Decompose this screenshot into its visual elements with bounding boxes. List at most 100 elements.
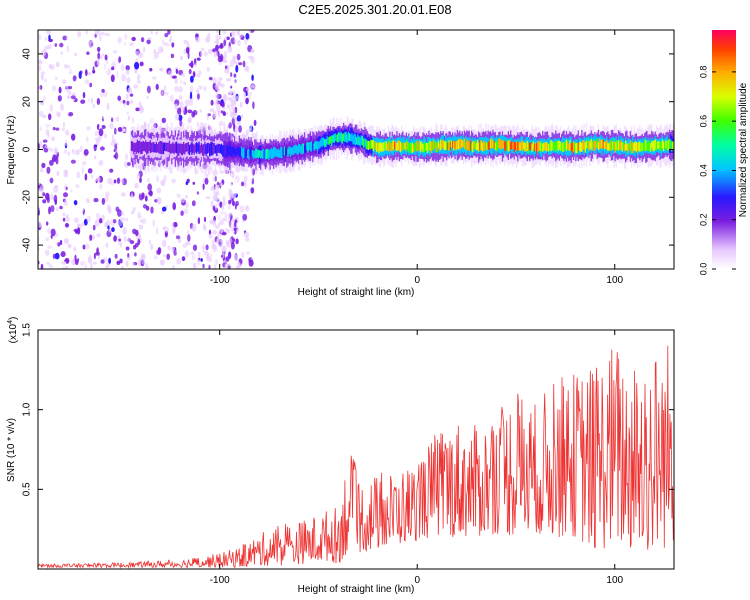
spectrogram-noise-speck — [124, 41, 126, 46]
spectrogram-noise-speck — [67, 243, 72, 249]
spectrogram-noise-speck — [139, 219, 143, 223]
spectrogram-noise-speck — [180, 245, 184, 251]
spectrogram-noise-speck — [179, 119, 183, 127]
spectrogram-ridge-cell — [385, 141, 387, 151]
spectrogram-noise-speck — [222, 210, 226, 214]
spectrogram-ridge-cell — [555, 141, 557, 152]
spectrogram-ridge-cell — [289, 147, 291, 157]
spectrogram-noise-speck — [167, 70, 173, 76]
spectrogram-ridge-cell — [348, 133, 351, 141]
spectrogram-ridge-cell — [339, 132, 341, 141]
spectrogram-ridge-cell — [210, 142, 212, 156]
spectrogram-ridge-cell — [412, 144, 415, 153]
spectrogram-ridge-cell — [279, 149, 281, 158]
spectrogram-ridge-cell — [288, 146, 290, 154]
spectrogram-noise-speck — [227, 212, 231, 221]
spectrogram-ridge-cell — [565, 139, 568, 151]
spectrogram-ridge-cell — [604, 141, 607, 149]
spectrogram-noise-speck — [106, 219, 111, 227]
spectrogram-noise-speck — [145, 178, 149, 186]
spectrogram-ridge-cell — [332, 135, 334, 143]
spectrogram-noise-speck — [129, 93, 134, 97]
spectrogram-noise-speck — [208, 233, 213, 239]
spectrogram-noise-speck — [91, 174, 94, 180]
spectrogram-noise-speck — [121, 177, 124, 186]
spectrogram-noise-speck — [134, 51, 140, 57]
spectrogram-noise-speck — [38, 34, 42, 41]
spectrogram-ridge-cell — [286, 148, 288, 156]
spectrogram-ridge-cell — [181, 144, 184, 156]
spectrogram-noise-speck — [234, 175, 240, 184]
spectrogram-noise-speck — [130, 261, 136, 269]
spectrogram-noise-speck — [115, 116, 119, 122]
spectrogram-noise-speck — [63, 169, 67, 178]
spectrogram-noise-speck — [110, 74, 115, 83]
spectrogram-noise-speck — [93, 144, 97, 152]
spectrogram-noise-speck — [235, 238, 239, 245]
spectrogram-ridge-cell — [469, 139, 472, 151]
spectrogram-ridge-cell — [557, 140, 559, 152]
spectrogram-noise-speck — [188, 181, 192, 186]
spectrogram-noise-speck — [63, 245, 68, 252]
spectrogram-noise-speck — [179, 101, 184, 109]
spectrogram-ridge-cell — [504, 141, 506, 152]
spectrogram-noise-speck — [203, 216, 207, 223]
spectrogram-noise-speck — [230, 241, 235, 250]
spectrogram-noise-speck — [158, 204, 163, 210]
spectrogram-ridge-cell — [270, 148, 272, 159]
spectrogram-noise-speck — [53, 194, 58, 203]
spectrogram-noise-speck — [116, 177, 121, 184]
spectrogram-noise-speck — [192, 70, 196, 77]
spectrogram-noise-speck — [127, 87, 133, 94]
spectrogram-noise-speck — [95, 251, 100, 256]
spectrogram-ridge-cell — [455, 141, 457, 150]
spectrogram-noise-speck — [181, 73, 186, 77]
spectrogram-noise-speck — [73, 200, 78, 206]
spectrogram-noise-speck — [224, 263, 228, 269]
spectrogram-noise-speck — [219, 62, 222, 66]
spectrogram-noise-speck — [86, 126, 91, 131]
spectrogram-ridge-cell — [164, 142, 166, 151]
spectrogram-noise-speck — [244, 38, 248, 45]
colorbar-tick-label: 0.0 — [698, 263, 708, 276]
spectrogram-ridge-cell — [448, 140, 450, 151]
spectrogram-ridge-cell — [439, 143, 441, 152]
spectrogram-ridge-cell — [516, 141, 518, 151]
spectrogram-ridge-cell — [311, 141, 313, 152]
spectrogram-noise-speck — [54, 252, 60, 260]
spectrogram-noise-speck — [126, 111, 130, 116]
spectrogram-noise-speck — [88, 120, 94, 126]
spectrogram-noise-speck — [50, 193, 54, 201]
spectrogram-panel: -100 0 100 -40 -20 0 20 40 Height of straight … — [6, 29, 675, 298]
spectrogram-noise-speck — [214, 224, 220, 229]
spectrogram-ridge-cell — [422, 144, 424, 153]
spectrogram-ridge-cell — [531, 143, 533, 152]
spectrogram-ridge-cell — [143, 142, 146, 152]
spectrogram-ridge-cell — [407, 141, 409, 150]
spectrogram-noise-speck — [212, 77, 218, 84]
spectrogram-noise-speck — [234, 221, 237, 228]
spectrogram-ridge-cell — [217, 143, 219, 153]
spectrogram-noise-speck — [185, 194, 188, 199]
spectrogram-ridge-cell — [425, 142, 428, 151]
spectrogram-noise-speck — [126, 100, 130, 106]
spectrogram-ridge-cell — [577, 142, 579, 151]
spectrogram-ridge-cell — [371, 140, 373, 149]
spectrogram-noise-speck — [96, 233, 101, 238]
spectrogram-noise-speck — [217, 214, 223, 222]
spectrogram-noise-speck — [38, 64, 42, 72]
spectrogram-ridge-cell — [444, 141, 447, 150]
spectrogram-noise-speck — [80, 203, 85, 212]
spectrogram-ridge-cell — [167, 142, 169, 152]
spectrogram-ridge-cell — [250, 147, 252, 158]
spectrogram-noise-speck — [42, 199, 47, 204]
spectrogram-noise-speck — [60, 103, 64, 112]
snr-y-multiplier: (x104) — [7, 317, 19, 344]
spectrogram-ridge-cell — [606, 139, 608, 150]
spectrogram-ridge-cell — [575, 143, 577, 154]
snr-panel: -100 0 100 0.5 1.0 1.5 Height of straight li… — [6, 317, 675, 595]
spectrogram-ridge-cell — [633, 142, 635, 151]
spectrogram-noise-speck — [196, 121, 199, 128]
spectrogram-ridge-cell — [194, 143, 197, 153]
spectrogram-noise-speck — [213, 112, 216, 119]
